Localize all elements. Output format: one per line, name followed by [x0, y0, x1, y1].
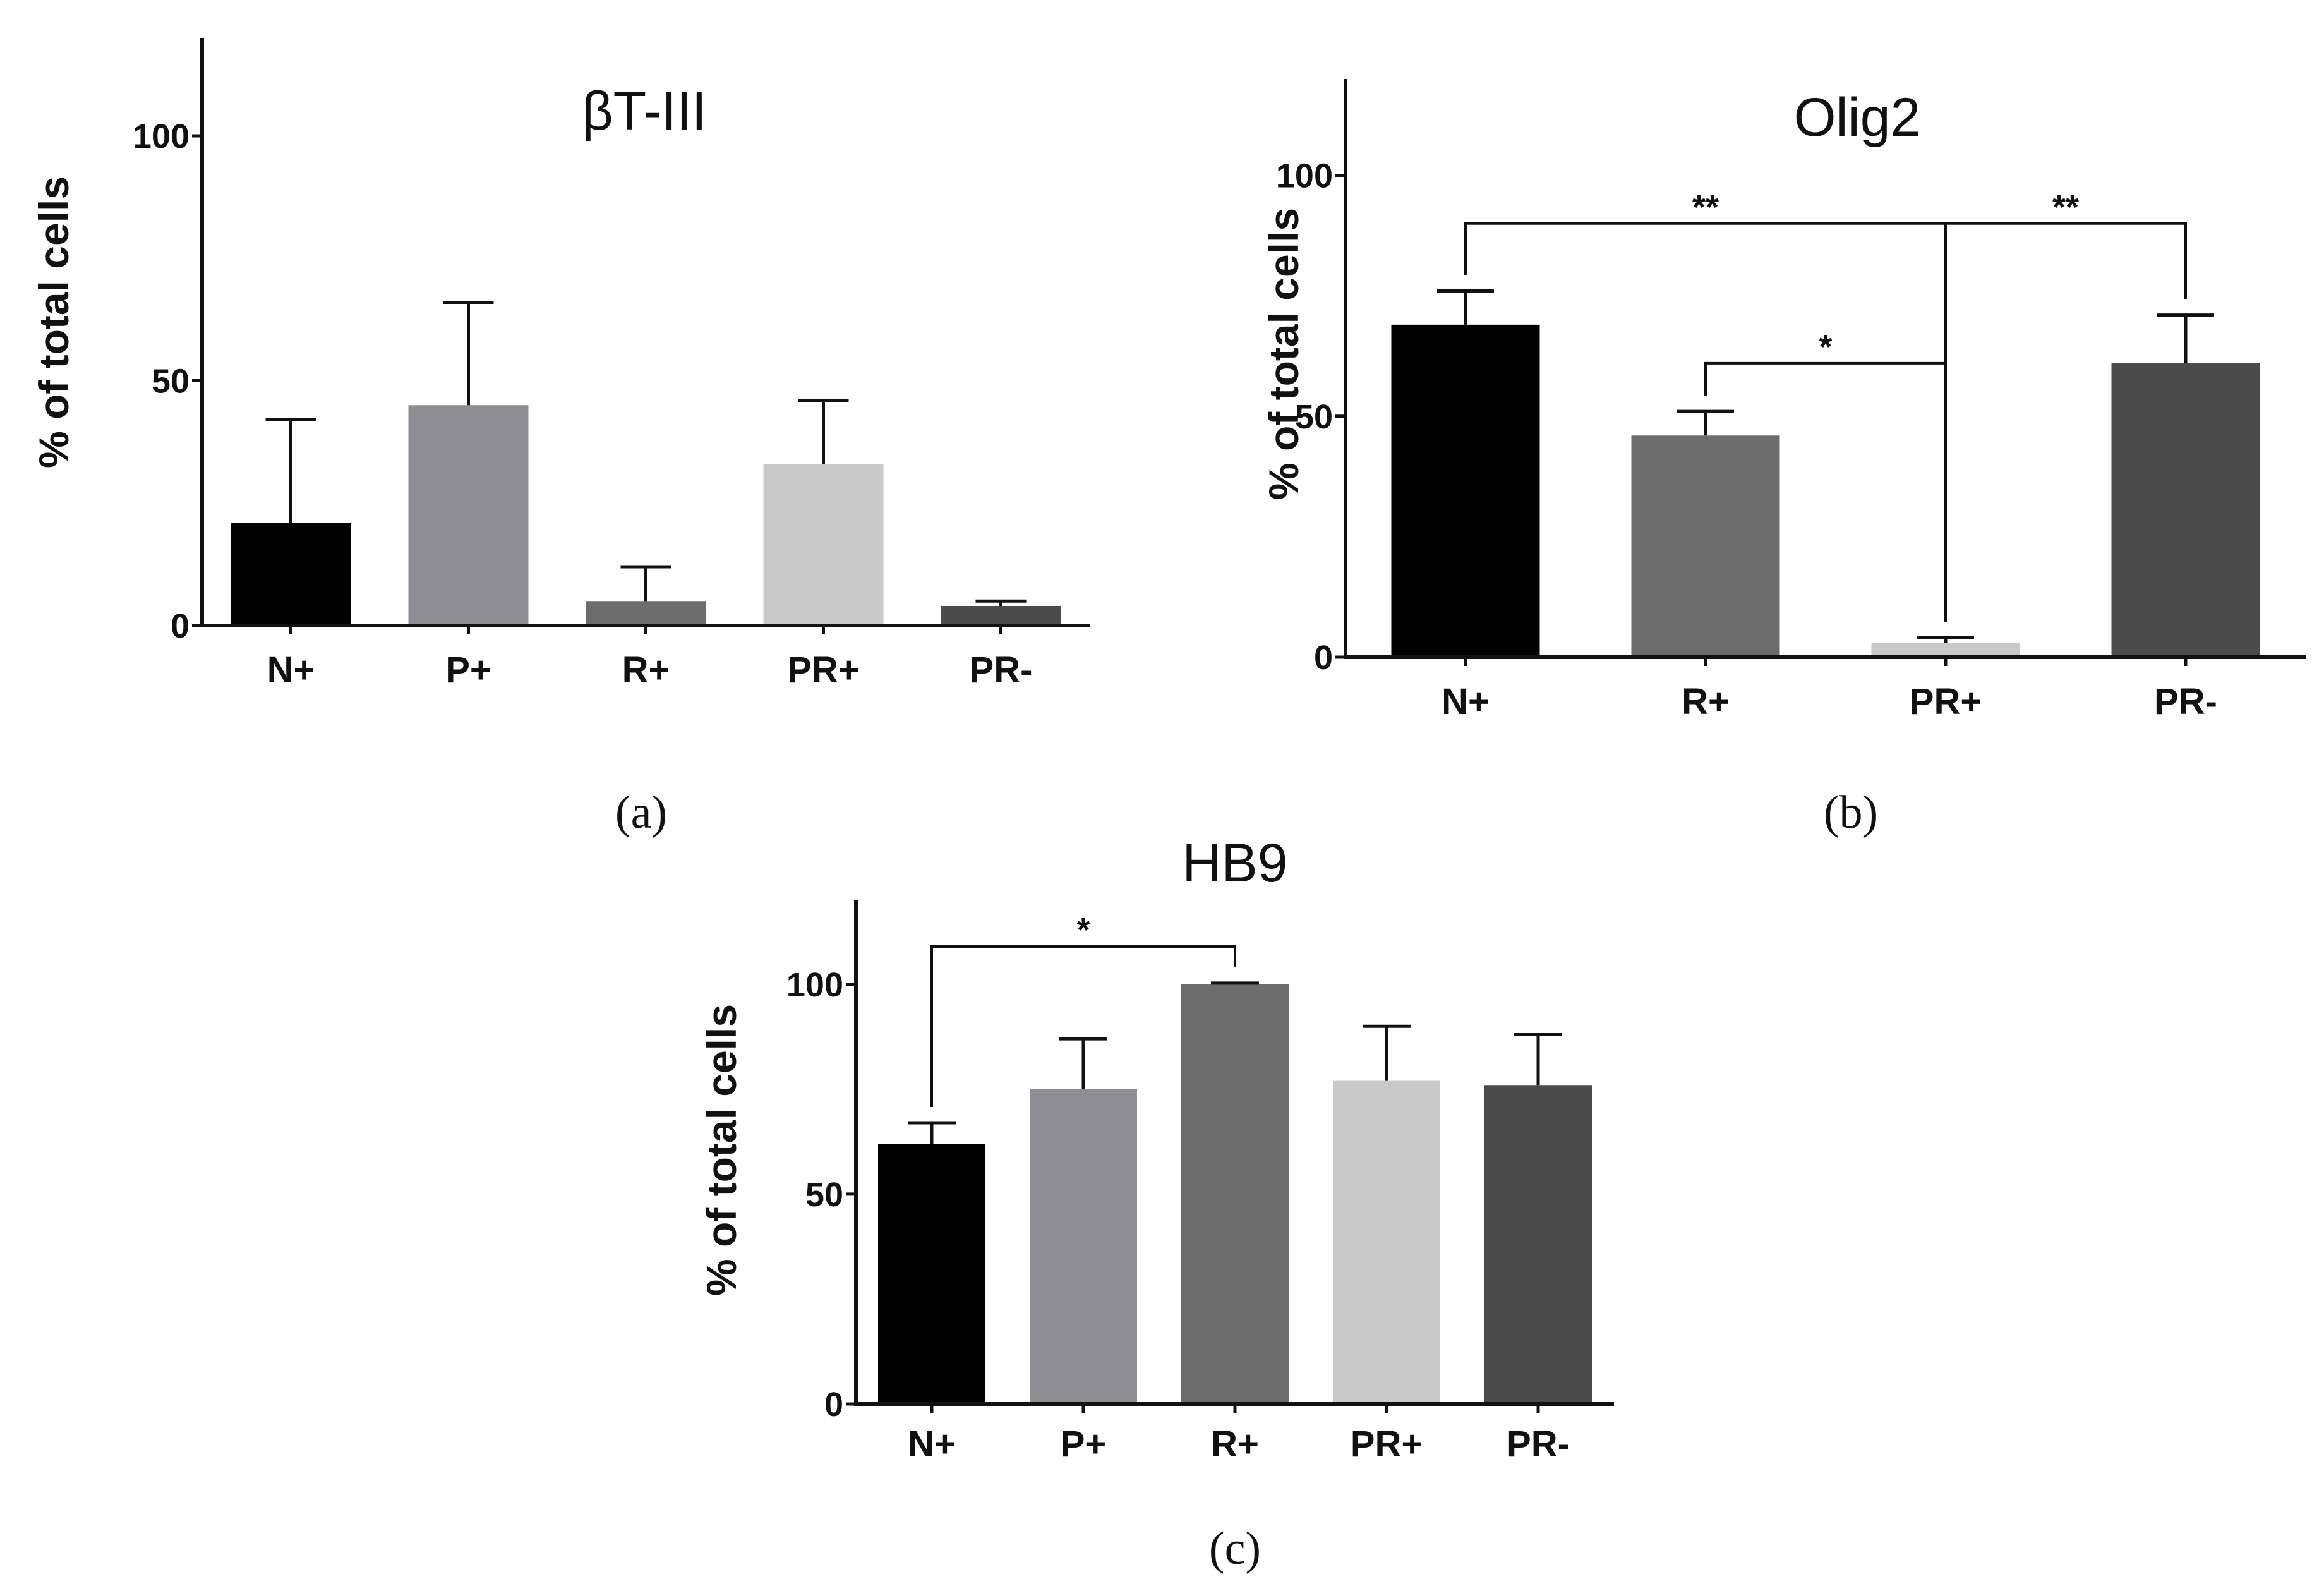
x-tick-label: N+ [267, 650, 315, 691]
x-tick-label: R+ [1211, 1424, 1259, 1465]
y-tick-label: 50 [805, 1176, 843, 1214]
bar-R+ [1181, 984, 1289, 1404]
significance-label: ** [1692, 188, 1719, 226]
panel-label: (a) [615, 787, 667, 838]
bar-P+ [1030, 1089, 1137, 1404]
bar-PR+ [1871, 643, 2020, 657]
significance-label: ** [2052, 188, 2079, 226]
x-tick-label: PR+ [1910, 681, 1982, 722]
y-tick-label: 100 [133, 118, 190, 155]
bar-P+ [408, 405, 529, 626]
x-tick-label: PR+ [787, 650, 859, 691]
x-tick-label: R+ [622, 650, 670, 691]
y-tick-label: 50 [152, 363, 190, 401]
panel-label: (b) [1824, 787, 1878, 838]
y-tick-label: 0 [1314, 639, 1333, 677]
y-tick-label: 0 [171, 607, 190, 645]
x-tick-label: N+ [1442, 681, 1490, 722]
y-tick-label: 50 [1295, 398, 1333, 436]
x-tick-label: PR- [2154, 681, 2217, 722]
chart-c-hb9: HB9 % of total cells N+ P+ R+ PR+ PR- 0 50 100 * (c… [698, 833, 1614, 1575]
significance-label: * [1819, 328, 1832, 366]
chart-title: βT-III [582, 81, 707, 142]
bar-N+ [1391, 324, 1540, 657]
bar-R+ [586, 601, 706, 626]
x-tick-label: PR- [1507, 1424, 1570, 1465]
significance-bracket-1 [930, 945, 1236, 1108]
bar-R+ [1631, 435, 1780, 657]
y-tick-label: 0 [824, 1386, 843, 1424]
y-axis-label: % of total cells [1260, 208, 1307, 500]
chart-a-betaT-III: βT-III % of total cells N+ P+ R+ PR+ PR- 0 50 100… [30, 38, 1090, 838]
x-tick-label: P+ [1061, 1424, 1107, 1465]
bar-PR- [1484, 1085, 1592, 1404]
x-tick-label: R+ [1682, 681, 1730, 722]
bar-PR- [941, 606, 1061, 626]
bar-PR- [2111, 363, 2260, 657]
x-tick-label: PR+ [1351, 1424, 1423, 1465]
bar-N+ [231, 523, 351, 626]
significance-bracket-3 [1944, 222, 2187, 622]
x-tick-label: PR- [970, 650, 1033, 691]
y-axis-label: % of total cells [698, 1004, 745, 1296]
y-tick-label: 100 [1276, 157, 1333, 195]
bar-PR+ [1333, 1080, 1440, 1404]
y-axis-label: % of total cells [30, 176, 77, 468]
x-tick-label: N+ [908, 1424, 956, 1465]
chart-title: HB9 [1182, 833, 1287, 893]
bar-N+ [878, 1144, 985, 1404]
panel-label: (c) [1209, 1523, 1261, 1575]
bar-PR+ [763, 464, 884, 626]
chart-title: Olig2 [1794, 87, 1921, 148]
significance-label: * [1076, 911, 1090, 949]
y-tick-label: 100 [786, 966, 843, 1004]
x-tick-label: P+ [445, 650, 491, 691]
